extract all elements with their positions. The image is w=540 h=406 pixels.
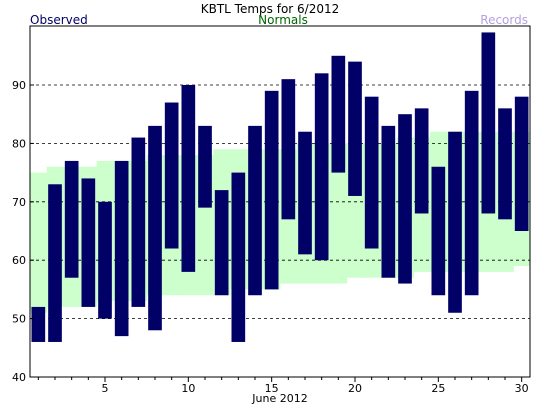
observed-bar-day-1: [31, 306, 46, 342]
observed-bar-day-24: [414, 108, 429, 214]
x-tick-label-20: 20: [348, 382, 362, 395]
observed-bar-day-11: [198, 125, 212, 208]
y-tick-label-60: 60: [12, 254, 26, 267]
y-tick-label-80: 80: [12, 137, 26, 150]
observed-bar-day-16: [281, 79, 296, 220]
observed-bar-day-9: [164, 102, 179, 249]
observed-bar-day-14: [248, 125, 262, 296]
x-tick-label-10: 10: [181, 382, 195, 395]
observed-bar-day-3: [64, 160, 79, 278]
x-axis-label: June 2012: [251, 392, 307, 405]
observed-bar-day-4: [81, 178, 96, 307]
observed-bars: [31, 32, 529, 342]
y-tick-label-50: 50: [12, 313, 26, 326]
y-tick-label-90: 90: [12, 79, 26, 92]
x-tick-label-25: 25: [431, 382, 445, 395]
chart-title: KBTL Temps for 6/2012: [201, 2, 340, 16]
observed-bar-day-28: [481, 32, 496, 214]
observed-bar-day-17: [298, 131, 312, 255]
observed-bar-day-13: [231, 172, 246, 342]
observed-bar-day-20: [348, 61, 362, 196]
observed-bar-day-2: [48, 184, 62, 342]
observed-bar-day-30: [514, 96, 529, 232]
normal-range-day-19: [330, 143, 348, 284]
observed-bar-day-18: [314, 73, 329, 261]
x-tick-label-15: 15: [265, 382, 279, 395]
observed-bar-day-12: [214, 190, 229, 296]
legend-normals: Normals: [258, 13, 308, 27]
legend-observed: Observed: [30, 13, 88, 27]
y-tick-label-70: 70: [12, 196, 26, 209]
axes: 40 50 60 70 80 90 5 10 15 20 25 30: [12, 79, 529, 395]
observed-bar-day-21: [364, 96, 379, 249]
observed-bar-day-26: [448, 131, 462, 313]
observed-bar-day-7: [131, 137, 146, 307]
normal-range-day-1: [30, 172, 48, 313]
x-tick-label-30: 30: [515, 382, 529, 395]
observed-bar-day-10: [181, 85, 196, 272]
y-tick-label-40: 40: [12, 371, 26, 384]
observed-bar-day-15: [264, 90, 279, 290]
observed-bar-day-25: [431, 166, 446, 296]
gridlines: [30, 84, 530, 320]
observed-bar-day-23: [398, 114, 412, 284]
observed-bar-day-19: [331, 55, 346, 173]
observed-bar-day-8: [148, 125, 162, 331]
observed-bar-day-6: [114, 160, 129, 337]
observed-bar-day-29: [498, 108, 512, 220]
observed-bar-day-22: [381, 125, 396, 278]
observed-bar-day-27: [464, 90, 479, 296]
observed-bar-day-5: [98, 201, 112, 319]
x-tick-label-5: 5: [102, 382, 109, 395]
legend-records: Records: [480, 13, 528, 27]
